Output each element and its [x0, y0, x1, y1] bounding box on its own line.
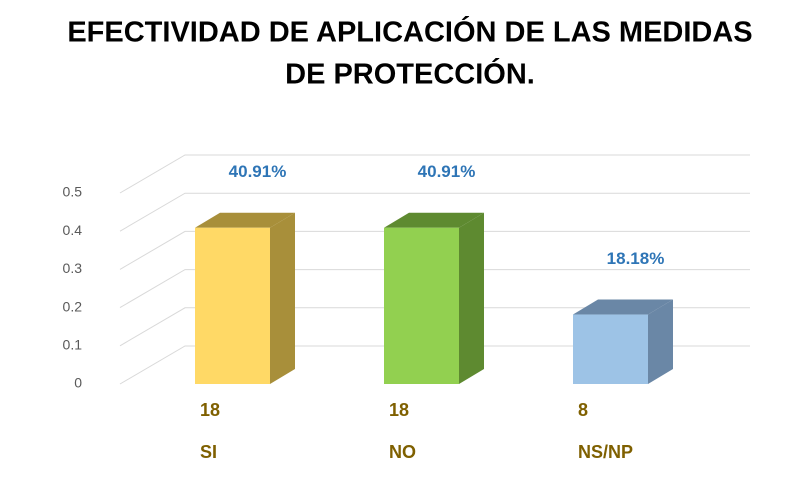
value-label: 40.91%: [229, 162, 287, 181]
count-label: 18: [389, 400, 409, 420]
bar-top: [195, 212, 295, 228]
grid-line: [119, 269, 750, 309]
bar-side: [270, 212, 295, 384]
y-tick-label: 0.1: [63, 337, 83, 353]
value-label: 18.18%: [607, 249, 665, 268]
y-tick-label: 0.4: [63, 222, 83, 238]
bar: [573, 314, 648, 384]
x-tick-label: SI: [200, 442, 217, 462]
bar-top: [384, 212, 484, 228]
value-label: 40.91%: [418, 162, 476, 181]
chart-title: EFECTIVIDAD DE APLICACIÓN DE LAS MEDIDAS: [67, 15, 752, 49]
bar: [384, 227, 459, 384]
grid-line: [119, 192, 750, 232]
count-label: 18: [200, 400, 220, 420]
count-label: 8: [578, 400, 588, 420]
x-tick-label: NS/NP: [578, 442, 633, 462]
y-tick-label: 0: [74, 375, 82, 391]
x-tick-label: NO: [389, 442, 416, 462]
bar-top: [573, 299, 673, 315]
y-tick-label: 0.5: [63, 184, 83, 200]
bar: [195, 227, 270, 384]
grid-line: [119, 230, 750, 270]
grid-line: [119, 307, 750, 347]
y-tick-label: 0.3: [63, 260, 83, 276]
grid-line: [119, 345, 750, 385]
grid-line: [119, 154, 750, 194]
bar-side: [648, 299, 673, 384]
chart-subtitle: DE PROTECCIÓN.: [285, 57, 535, 91]
y-tick-label: 0.2: [63, 298, 83, 314]
bar-side: [459, 212, 484, 384]
